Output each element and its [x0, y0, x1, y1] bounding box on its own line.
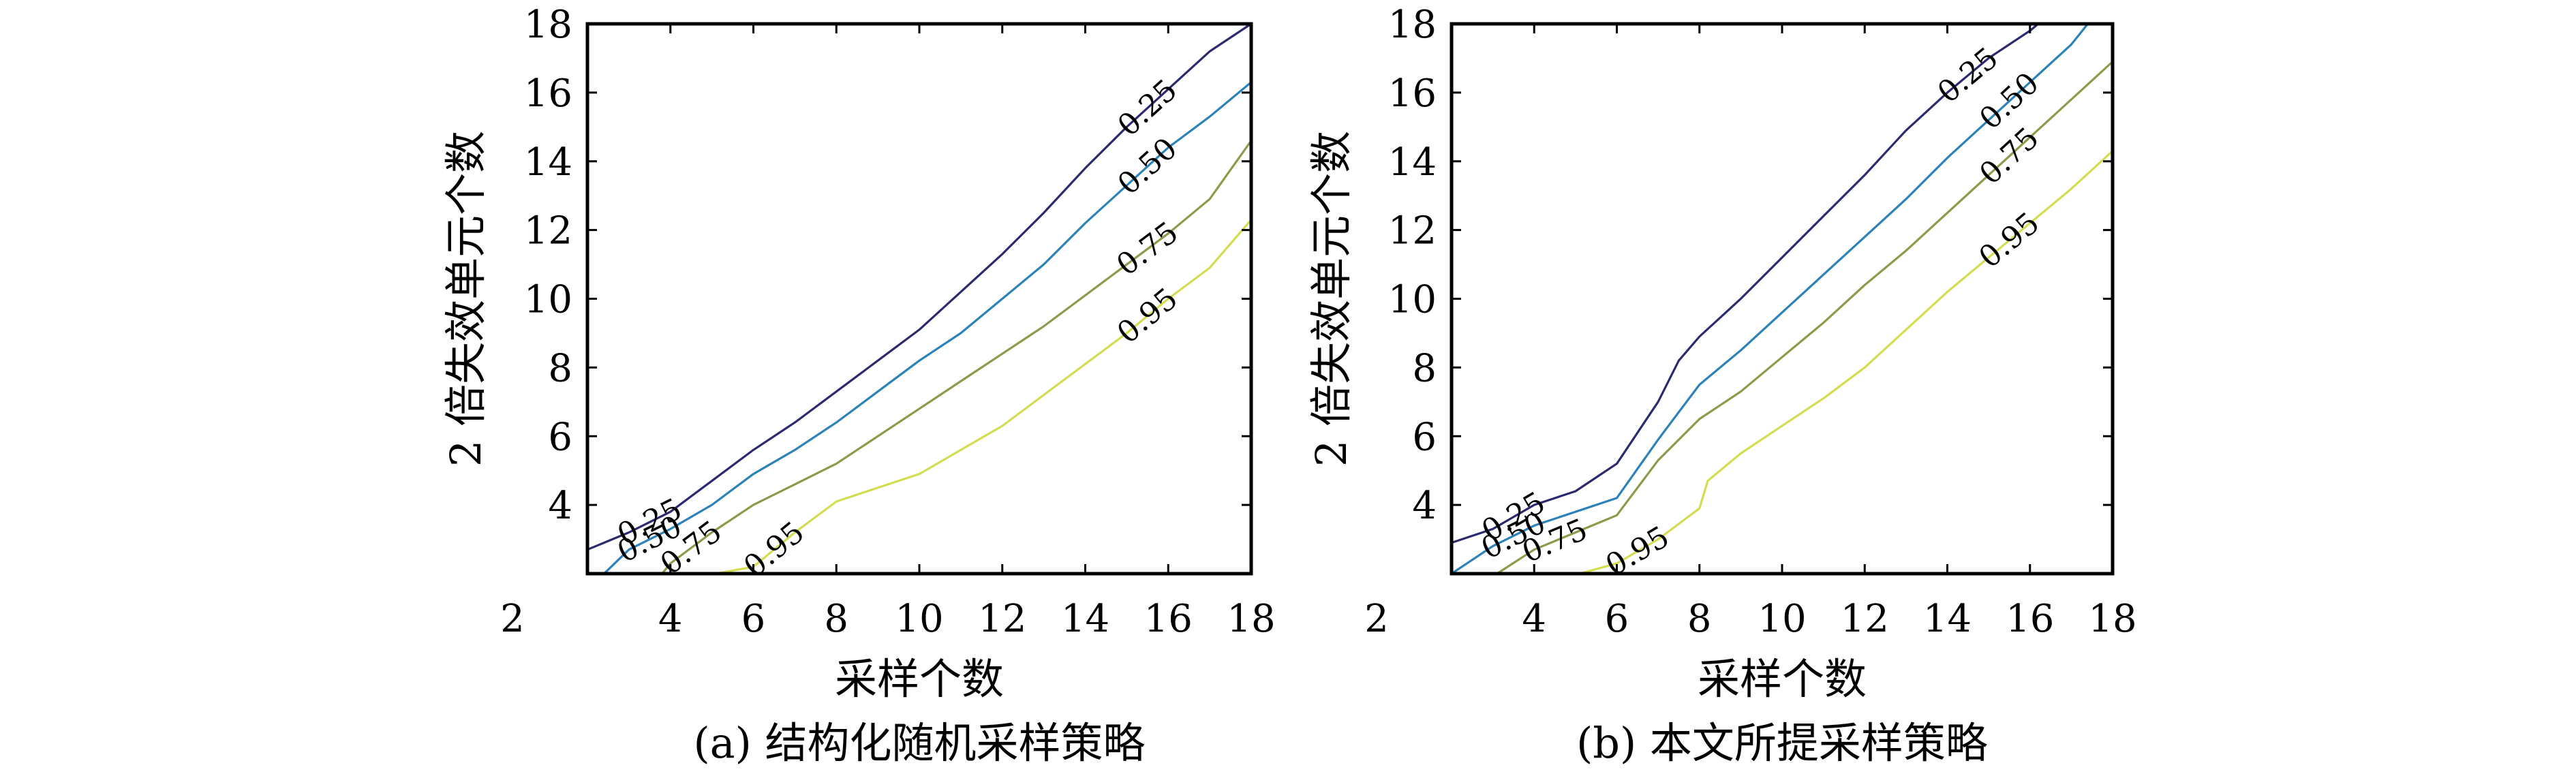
x-tick-label-b-10: 10 [1758, 597, 1806, 641]
caption-b: (b) 本文所提采样策略 [1576, 718, 1988, 768]
contour-lines-a [587, 22, 1253, 575]
x-tick-label-a-12: 12 [978, 597, 1026, 641]
contour-line-b-025 [1451, 22, 2039, 544]
contour-labels-a: 0.250.250.500.500.750.750.950.95 [612, 73, 1184, 585]
x-axis-label-a: 采样个数 [835, 654, 1004, 704]
contour-line-a-050 [603, 81, 1253, 575]
x-tick-label-a-4: 4 [658, 597, 683, 641]
x-tick-label-b-12: 12 [1841, 597, 1889, 641]
y-tick-label-b-8: 8 [1412, 346, 1437, 390]
x-tick-label-b-6: 6 [1605, 597, 1629, 641]
y-tick-label-a-14: 14 [524, 140, 572, 185]
y-axis-label-a: 2 倍失效单元个数 [441, 131, 491, 467]
y-tick-label-b-10: 10 [1388, 278, 1437, 322]
contour-label-a-095-2: 0.95 [1111, 281, 1184, 351]
x-tick-label-a-18: 18 [1227, 597, 1275, 641]
x-tick-label-b-8: 8 [1687, 597, 1712, 641]
y-tick-label-a-10: 10 [524, 278, 572, 322]
contour-line-b-095 [1579, 150, 2114, 575]
x-tick-label-a-8: 8 [824, 597, 848, 641]
y-tick-label-b-16: 16 [1388, 72, 1437, 116]
x-tick-label-a-14: 14 [1061, 597, 1109, 641]
x-tick-label-a-10: 10 [895, 597, 943, 641]
x-tick-label-b-14: 14 [1923, 597, 1972, 641]
y-tick-label-a-18: 18 [524, 3, 572, 47]
contour-panel-b: 0.250.250.500.500.750.750.950.95 2 4 6 8 10 1… [1306, 3, 2137, 768]
contour-line-a-095 [716, 219, 1253, 575]
contour-labels-b: 0.250.250.500.500.750.750.950.95 [1476, 41, 2046, 583]
x-tick-label-a-16: 16 [1144, 597, 1193, 641]
caption-a: (a) 结构化随机采样策略 [693, 718, 1145, 768]
x-tick-label-a-6: 6 [741, 597, 766, 641]
y-tick-label-a-8: 8 [548, 346, 572, 390]
contour-label-a-075-2: 0.75 [1110, 215, 1184, 283]
x-tick-label-b-2: 2 [1364, 597, 1389, 641]
contour-line-a-075 [661, 140, 1253, 575]
y-tick-label-b-6: 6 [1412, 415, 1437, 459]
contour-label-b-095-2: 0.95 [1972, 206, 2046, 275]
contour-line-b-075 [1496, 61, 2114, 575]
y-tick-label-b-18: 18 [1388, 3, 1437, 47]
x-tick-label-b-18: 18 [2088, 597, 2136, 641]
x-axis-label-b: 采样个数 [1698, 654, 1867, 704]
contour-panel-a: 0.250.250.500.500.750.750.950.95 2 4 6 8 10 1… [441, 3, 1276, 768]
x-tick-label-b-4: 4 [1522, 597, 1546, 641]
x-tick-label-a-2: 2 [500, 597, 525, 641]
x-tick-label-b-16: 16 [2006, 597, 2054, 641]
axis-ticks-a: 2 4 6 8 10 12 14 16 18 18 4 6 8 10 12 14 16 [500, 3, 1275, 641]
contour-line-b-050 [1451, 23, 2089, 575]
y-tick-label-a-4: 4 [548, 484, 572, 528]
y-tick-label-a-16: 16 [524, 72, 572, 116]
y-tick-label-a-6: 6 [548, 415, 572, 459]
contour-lines-b [1451, 22, 2114, 575]
y-axis-label-b: 2 倍失效单元个数 [1306, 131, 1356, 467]
y-tick-label-b-14: 14 [1388, 140, 1437, 185]
contour-line-a-025 [587, 22, 1252, 551]
y-tick-label-a-12: 12 [524, 209, 572, 253]
y-tick-label-b-12: 12 [1388, 209, 1437, 253]
y-tick-label-b-4: 4 [1412, 484, 1437, 528]
axis-ticks-b: 2 4 6 8 10 12 14 16 18 18 4 6 8 10 12 14 16 [1364, 3, 2136, 641]
